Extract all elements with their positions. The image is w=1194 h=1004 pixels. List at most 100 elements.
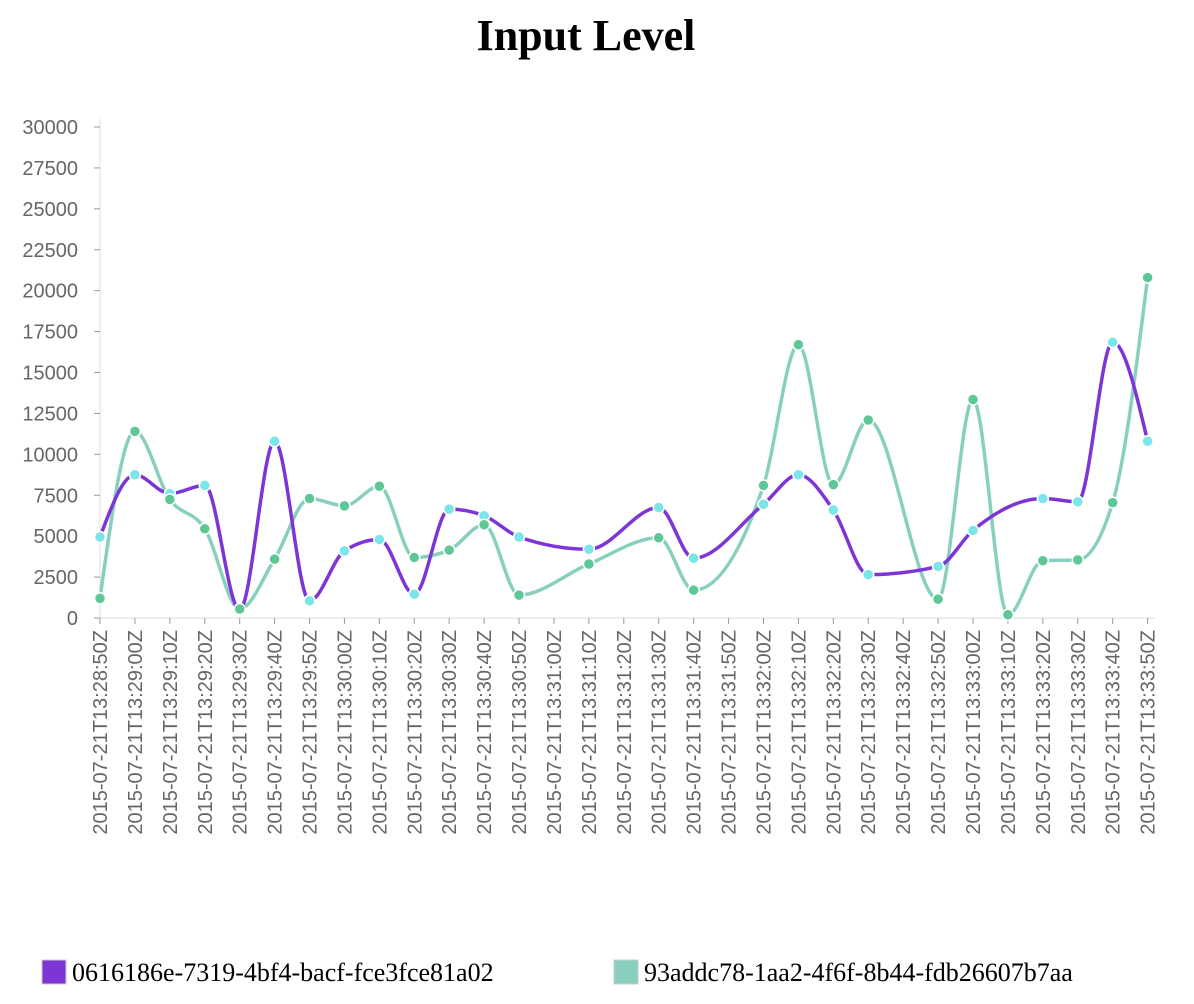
series-1-point [792, 338, 805, 351]
y-tick-label: 15000 [22, 363, 78, 385]
series-1-point [373, 479, 386, 493]
chart-title: Input Level [477, 11, 696, 60]
x-tick-label: 2015-07-21T13:32:40Z [893, 630, 915, 835]
x-axis: 2015-07-21T13:28:50Z 2015-07-21T13:29:00Z… [90, 617, 1160, 835]
series-line-1 [98, 277, 1150, 617]
series-1-point [163, 493, 177, 506]
y-tick-label: 7500 [34, 485, 79, 507]
series-0-point [931, 560, 945, 573]
series-1-point [1036, 554, 1050, 567]
legend-label-1: 93addc78-1aa2-4f6f-8b44-fdb26607b7aa [644, 958, 1073, 987]
x-tick-label: 2015-07-21T13:33:00Z [963, 630, 985, 835]
series-1-point [268, 552, 281, 566]
series-1-point [1071, 553, 1085, 567]
x-tick-label: 2015-07-21T13:30:40Z [474, 630, 496, 835]
y-tick-label: 10000 [22, 444, 78, 466]
series-0-point [442, 502, 456, 516]
series-0-point [373, 533, 386, 546]
x-tick-label: 2015-07-21T13:32:30Z [858, 630, 880, 835]
y-tick-label: 12500 [22, 403, 78, 425]
series-1-point [128, 425, 142, 438]
x-tick-label: 2015-07-21T13:33:10Z [998, 630, 1020, 835]
series-0-point [652, 501, 665, 514]
series-1-point [442, 543, 456, 557]
series-0-point [827, 503, 840, 517]
series-1-point [1141, 271, 1154, 284]
x-tick-label: 2015-07-21T13:33:20Z [1033, 630, 1055, 835]
series-1-point [966, 393, 980, 406]
series-1-point [687, 583, 700, 597]
series-1-point [303, 492, 316, 505]
series-1-point [233, 602, 246, 616]
x-tick-label: 2015-07-21T13:30:10Z [369, 630, 391, 835]
legend: 0616186e-7319-4bf4-bacf-fce3fce81a02 93ad… [41, 958, 1073, 987]
series-1-point [198, 522, 212, 536]
legend-swatch-1 [613, 959, 639, 985]
series-1-point [931, 592, 945, 606]
y-tick-label: 22500 [22, 240, 78, 262]
x-tick-label: 2015-07-21T13:30:20Z [404, 630, 426, 835]
y-tick-label: 25000 [22, 199, 78, 221]
y-axis: 0 2500 5000 7500 10000 12500 15000 17500 20000 22… [22, 117, 101, 630]
x-tick-label: 2015-07-21T13:29:00Z [125, 630, 147, 835]
plot-points [93, 271, 1154, 621]
series-1-point [652, 531, 665, 545]
y-tick-label: 20000 [22, 281, 78, 303]
y-tick-label: 17500 [22, 322, 78, 344]
series-1-point [477, 518, 491, 531]
series-1-point [408, 551, 421, 564]
x-tick-label: 2015-07-21T13:29:50Z [300, 630, 322, 835]
series-0-point [268, 434, 281, 448]
series-1-point [827, 478, 840, 491]
series-1-point [512, 588, 526, 602]
series-0-point [338, 544, 351, 558]
y-tick-label: 2500 [34, 567, 79, 589]
x-tick-label: 2015-07-21T13:33:30Z [1068, 630, 1090, 835]
y-tick-label: 30000 [22, 117, 78, 139]
x-tick-label: 2015-07-21T13:32:20Z [823, 630, 845, 835]
x-tick-label: 2015-07-21T13:33:40Z [1103, 630, 1125, 835]
series-0-point [861, 568, 875, 581]
series-0-point [1141, 434, 1154, 448]
series-0-point [408, 588, 421, 601]
series-1-point [757, 479, 770, 492]
series-1-point [582, 557, 596, 571]
series-0-point [303, 594, 316, 608]
series-0-point [128, 468, 142, 482]
x-tick-label: 2015-07-21T13:31:00Z [544, 630, 566, 835]
legend-swatch-0 [41, 959, 67, 985]
x-tick-label: 2015-07-21T13:30:50Z [509, 630, 531, 835]
series-1-point [861, 413, 875, 427]
y-tick-label: 27500 [22, 158, 78, 180]
series-1-point [1001, 608, 1015, 621]
series-1-point [93, 592, 107, 605]
x-tick-label: 2015-07-21T13:30:00Z [334, 630, 356, 835]
x-tick-label: 2015-07-21T13:31:10Z [579, 630, 601, 835]
x-tick-label: 2015-07-21T13:32:00Z [753, 630, 775, 835]
x-tick-label: 2015-07-21T13:32:10Z [788, 630, 810, 835]
x-tick-label: 2015-07-21T13:31:30Z [649, 630, 671, 835]
x-tick-label: 2015-07-21T13:29:40Z [265, 630, 287, 835]
legend-label-0: 0616186e-7319-4bf4-bacf-fce3fce81a02 [72, 958, 494, 987]
x-tick-label: 2015-07-21T13:31:50Z [719, 630, 741, 835]
x-tick-label: 2015-07-21T13:29:20Z [195, 630, 217, 835]
series-0-point [1071, 495, 1085, 509]
x-tick-label: 2015-07-21T13:29:30Z [230, 630, 252, 835]
series-1-point [1106, 496, 1119, 509]
x-tick-label: 2015-07-21T13:33:50Z [1138, 630, 1160, 835]
series-0-point [757, 498, 770, 511]
x-tick-label: 2015-07-21T13:30:30Z [439, 630, 461, 835]
series-line-0 [98, 340, 1150, 612]
x-tick-label: 2015-07-21T13:31:40Z [684, 630, 706, 835]
series-0-point [512, 530, 526, 544]
series-1-point [338, 499, 351, 513]
y-tick-label: 5000 [34, 526, 79, 548]
series-0-point [198, 479, 212, 492]
series-0-point [966, 524, 980, 537]
series-0-point [1106, 335, 1119, 349]
x-tick-label: 2015-07-21T13:32:50Z [928, 630, 950, 835]
series-0-point [687, 552, 700, 565]
series-0-point [93, 530, 107, 544]
series-0-point [582, 543, 596, 556]
